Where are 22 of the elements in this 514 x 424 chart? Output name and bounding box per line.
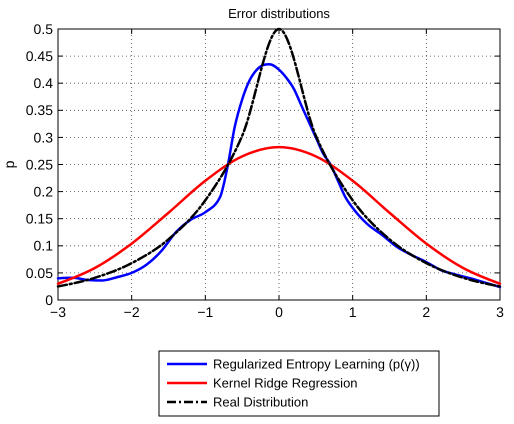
y-tick-label: 0.1: [34, 238, 54, 254]
y-tick-label: 0.25: [26, 156, 54, 172]
x-tick-label: 2: [422, 304, 430, 320]
legend-label: Kernel Ridge Regression: [213, 376, 358, 391]
legend-label: Real Distribution: [213, 394, 308, 410]
x-tick-label: −1: [197, 304, 214, 320]
y-axis-title: p: [1, 160, 17, 168]
line-series: [56, 146, 502, 285]
x-tick-label: 1: [348, 304, 357, 320]
legend-label: Regularized Entropy Learning (p(γ)): [213, 356, 420, 372]
y-tick-label: 0.05: [26, 264, 54, 281]
x-tick-label: 3: [496, 304, 504, 320]
chart-title: Error distributions: [228, 6, 330, 21]
y-tick-label: 0.35: [26, 102, 54, 118]
y-tick-label: 0.5: [34, 20, 54, 37]
y-tick-label: 0.2: [34, 184, 54, 200]
y-tick-label: 0.45: [26, 48, 54, 64]
x-tick-label: −2: [124, 304, 140, 320]
x-tick-label: 0: [275, 304, 284, 320]
y-tick-label: 0.4: [34, 75, 54, 92]
y-tick-label: 0.15: [26, 210, 54, 227]
y-tick-label: 0.3: [34, 129, 54, 146]
